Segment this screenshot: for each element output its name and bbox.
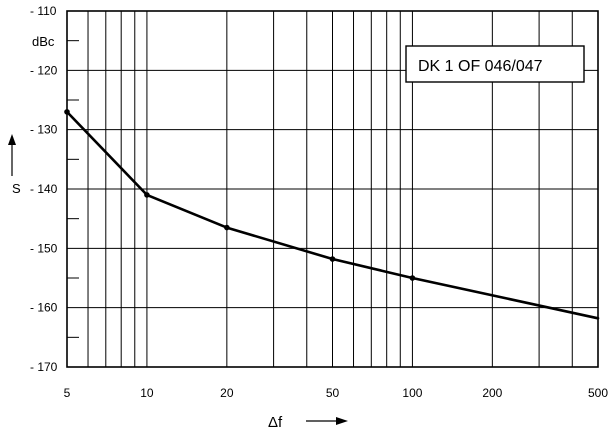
x-tick-label: 10 — [140, 386, 154, 400]
x-tick-label: 5 — [64, 386, 71, 400]
x-tick-label: 50 — [326, 386, 340, 400]
y-tick-label: - 150 — [30, 241, 58, 255]
x-tick-label: 100 — [402, 386, 422, 400]
x-tick-label: 200 — [482, 386, 502, 400]
x-tick-label: 500 — [588, 386, 608, 400]
data-point — [144, 192, 150, 198]
title-box — [405, 45, 585, 83]
data-point — [409, 275, 416, 281]
y-tick-label: - 130 — [30, 123, 58, 137]
x-axis-arrow-head — [336, 417, 348, 425]
y-tick-label: - 110 — [30, 4, 57, 18]
x-tick-label: 20 — [220, 386, 234, 400]
data-points — [64, 109, 416, 281]
y-unit-label: dBc — [32, 34, 55, 49]
data-point — [224, 224, 230, 231]
y-tick-label: - 120 — [30, 63, 58, 77]
y-axis-arrow-head — [8, 134, 16, 145]
x-axis-label: Δf — [268, 414, 283, 431]
y-tick-label: - 160 — [30, 301, 58, 315]
y-tick-label: - 170 — [30, 360, 58, 374]
curve-layer — [65, 110, 600, 320]
y-axis-label-group: S — [8, 134, 21, 196]
y-axis-label: S — [12, 181, 21, 196]
plot-frame — [66, 10, 599, 368]
x-tick-labels: 5 10 20 50 100 200 500 — [64, 386, 609, 400]
x-axis-label-group: Δf — [268, 414, 348, 431]
y-tick-labels: - 110 - 120 - 130 - 140 - 150 - 160 - 170 — [30, 4, 58, 374]
series-line — [65, 110, 600, 320]
chart-title: DK 1 OF 046/047 — [418, 58, 543, 75]
data-point — [329, 256, 336, 262]
y-tick-label: - 140 — [30, 182, 58, 196]
